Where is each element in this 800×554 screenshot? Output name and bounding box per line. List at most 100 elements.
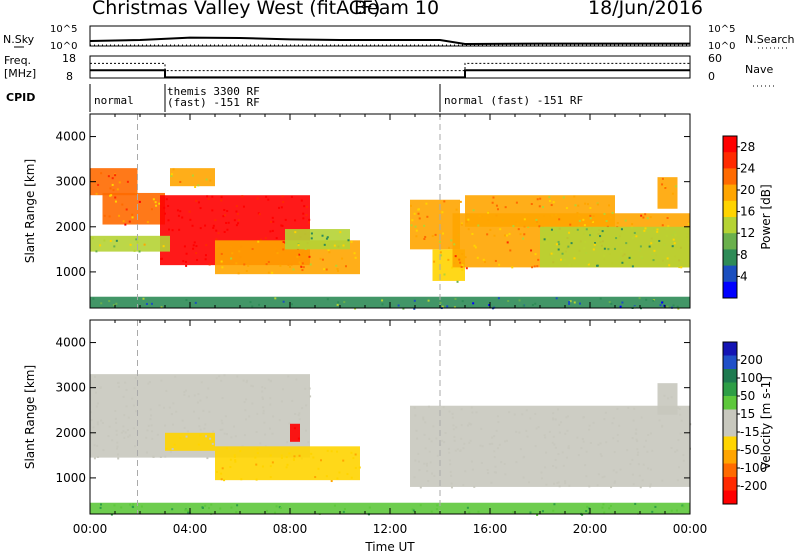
velocity-colorbar-tick-label: 200 (740, 353, 763, 367)
power-echo-12-cell (603, 247, 606, 250)
velocity-echo-5-cell (521, 413, 524, 416)
velocity-echo-5-cell (462, 484, 465, 487)
velocity-echo-1-cell (212, 430, 215, 433)
power-echo-5-cell (344, 265, 347, 268)
velocity-echo-5-cell (450, 474, 453, 477)
velocity-echo-7-cell (275, 505, 278, 508)
power-echo-3-cell (185, 264, 188, 267)
power-echo-5-cell (308, 255, 311, 258)
power-echo-8-cell (413, 212, 416, 215)
velocity-echo-5-cell (597, 443, 600, 446)
velocity-echo-5-cell (529, 417, 532, 420)
velocity-echo-2-cell (220, 472, 223, 475)
velocity-echo-7-cell (99, 503, 102, 506)
velocity-echo-1-cell (156, 433, 159, 436)
velocity-echo-1-cell (132, 427, 135, 430)
velocity-echo-5-cell (577, 454, 580, 457)
power-echo-11-cell (515, 201, 518, 204)
power-echo-5-cell (298, 253, 301, 256)
velocity-echo-1-cell (90, 411, 93, 414)
power-echo-14-cell (145, 302, 148, 305)
velocity-colorbar-tick-label: -100 (740, 461, 767, 475)
velocity-echo-1-cell (288, 422, 291, 425)
power-echo-5-cell (243, 263, 246, 266)
velocity-echo-5-cell (486, 469, 489, 472)
power-echo-4-cell (135, 238, 138, 241)
power-echo-13-cell (661, 177, 664, 180)
power-echo-12-cell (587, 263, 590, 266)
power-echo-14-cell (402, 307, 405, 310)
velocity-echo-5-cell (414, 414, 417, 417)
velocity-echo-7-cell (654, 505, 657, 508)
x-tick-label: 16:00 (473, 522, 508, 536)
power-echo-14-cell (661, 301, 664, 304)
velocity-echo-2-cell (223, 479, 226, 482)
velocity-echo-1-cell (221, 397, 224, 400)
velocity-echo-7-cell (536, 513, 539, 516)
power-echo-12-cell (628, 256, 631, 259)
power-echo-4 (90, 235, 170, 252)
velocity-echo-5-cell (493, 471, 496, 474)
velocity-echo-1-cell (215, 377, 218, 380)
velocity-echo-5-cell (491, 442, 494, 445)
velocity-echo-2-cell (336, 477, 339, 480)
power-echo-10-cell (474, 246, 477, 249)
velocity-colorbar-swatch (723, 450, 737, 464)
power-colorbar-swatch (723, 265, 737, 283)
velocity-echo-5-cell (534, 445, 537, 448)
velocity-echo-5-cell (498, 443, 501, 446)
velocity-echo-5-cell (545, 483, 548, 486)
velocity-echo-5-cell (488, 443, 491, 446)
power-echo-12-cell (658, 239, 661, 242)
power-echo-3-cell (212, 226, 215, 229)
power-echo-12-cell (635, 235, 638, 238)
power-echo-12-cell (555, 243, 558, 246)
velocity-echo-7-cell (113, 504, 116, 507)
power-echo-10-cell (508, 232, 511, 235)
velocity-echo-5-cell (522, 476, 525, 479)
velocity-echo-5-cell (442, 406, 445, 409)
velocity-echo-1-cell (183, 426, 186, 429)
velocity-echo-1-cell (197, 393, 200, 396)
velocity-echo-7-cell (207, 507, 210, 510)
power-echo-3-cell (294, 219, 297, 222)
power-echo-14-cell (534, 302, 537, 305)
velocity-echo-7-cell (634, 502, 637, 505)
power-echo-3-cell (302, 217, 305, 220)
power-echo-8-cell (418, 217, 421, 220)
velocity-echo-5-cell (616, 433, 619, 436)
velocity-echo-2-cell (286, 463, 289, 466)
velocity-echo-5-cell (425, 462, 428, 465)
power-echo-3-cell (275, 237, 278, 240)
power-echo-14-cell (381, 303, 384, 306)
power-echo-6-cell (323, 243, 326, 246)
velocity-echo-1-cell (117, 381, 120, 384)
velocity-echo-1-cell (196, 401, 199, 404)
velocity-echo-1-cell (111, 439, 114, 442)
velocity-echo-5-cell (432, 425, 435, 428)
velocity-echo-5-cell (619, 468, 622, 471)
velocity-echo-5-cell (564, 432, 567, 435)
power-echo-14-cell (645, 298, 648, 301)
power-echo-10-cell (498, 263, 501, 266)
power-echo-8-cell (450, 239, 453, 242)
velocity-echo-7-cell (688, 510, 691, 513)
velocity-echo-1-cell (126, 429, 129, 432)
velocity-echo-1-cell (286, 441, 289, 444)
velocity-echo-1-cell (127, 435, 130, 438)
power-echo-3-cell (163, 212, 166, 215)
velocity-echo-7-cell (436, 504, 439, 507)
power-echo-5-cell (292, 268, 295, 271)
power-echo-11-cell (504, 206, 507, 209)
velocity-echo-5-cell (651, 449, 654, 452)
power-echo-3-cell (178, 228, 181, 231)
power-echo-11-cell (577, 204, 580, 207)
velocity-echo-7-cell (585, 510, 588, 513)
velocity-echo-5-cell (423, 433, 426, 436)
power-echo-5-cell (319, 257, 322, 260)
velocity-echo-5-cell (554, 418, 557, 421)
power-echo-8-cell (411, 219, 414, 222)
velocity-echo-5-cell (647, 433, 650, 436)
velocity-echo-5-cell (613, 481, 616, 484)
velocity-echo-2-cell (352, 457, 355, 460)
